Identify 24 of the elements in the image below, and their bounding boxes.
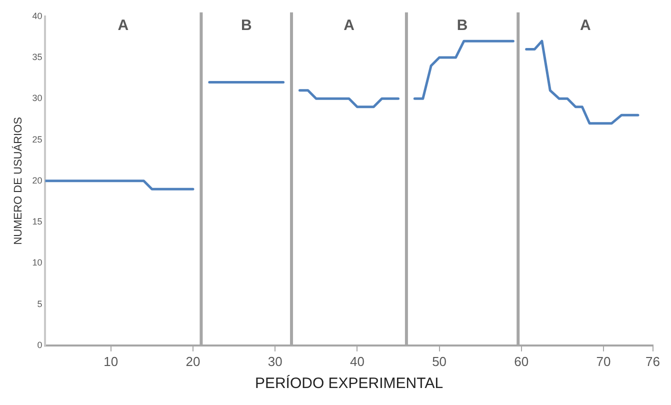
y-tick-label: 10	[32, 258, 42, 268]
x-tick-label: 10	[104, 354, 118, 369]
x-tick-label: 20	[186, 354, 200, 369]
y-axis-title: NUMERO DE USUÁRIOS	[12, 117, 25, 245]
y-tick-label: 25	[32, 134, 42, 144]
annotation: A	[118, 17, 129, 34]
x-axis-title: PERÍODO EXPERIMENTAL	[254, 374, 444, 392]
y-tick-label: 35	[32, 52, 42, 62]
y-tick-label: 15	[32, 216, 42, 227]
annotation: B	[456, 17, 468, 34]
y-tick-label: 0	[37, 340, 42, 350]
y-tick-label: 5	[37, 298, 42, 309]
y-tick-label: 20	[32, 175, 42, 186]
x-tick-label: 50	[432, 354, 447, 369]
x-tick-label: 76	[646, 354, 660, 369]
x-tick-label: 30	[268, 354, 282, 369]
x-tick-label: 60	[514, 354, 529, 369]
y-tick-label: 40	[32, 10, 42, 21]
y-tick-label: 30	[32, 93, 42, 104]
annotation: A	[580, 17, 592, 34]
x-tick-label: 40	[350, 354, 364, 369]
annotation: A	[344, 17, 355, 34]
x-tick-label: 70	[596, 354, 611, 369]
annotation: B	[240, 17, 252, 34]
